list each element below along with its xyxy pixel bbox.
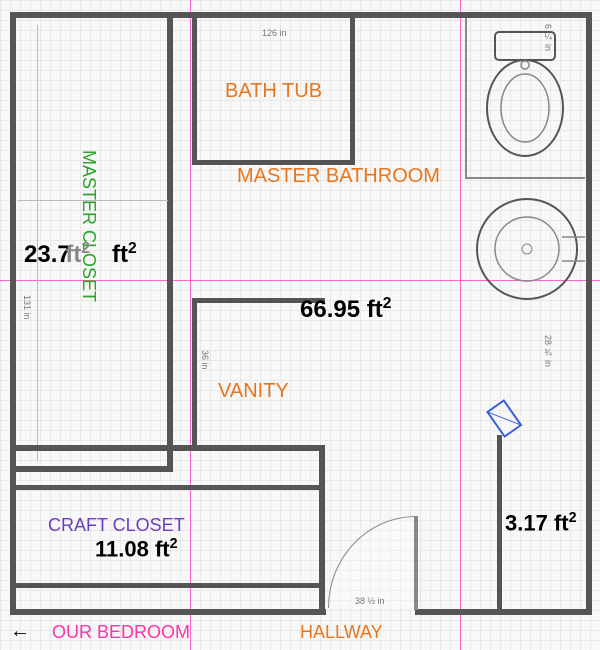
vanity-label: VANITY [218,380,289,403]
wall-tub-right [350,18,355,165]
closet-dim: 131 in [22,295,32,320]
master-closet-label: MASTER CLOSET [78,150,99,302]
bath-area-val: 66.95 [300,296,360,323]
vanity-dim: 36 in [200,350,210,370]
wall-closet-right [167,18,173,470]
craft-area-val: 11.08 [95,536,149,561]
guide-vertical-2 [460,0,461,650]
master-bath-area: 66.95 ft2 [300,295,391,324]
hall-area-val: 3.17 [505,510,548,535]
closet-area-rest: ft2 [65,241,90,268]
sink-partition-v [465,18,467,178]
wall-craft-bottom [16,583,320,588]
craft-closet-label: CRAFT CLOSET [48,515,185,536]
wall-craft-top [16,485,320,490]
wall-outer-bottom [10,609,326,615]
bathtub-label: BATH TUB [225,80,322,103]
wall-closet-bottom [16,466,173,472]
toilet-fixture [475,30,575,165]
arrow-left-icon: ← [10,620,30,643]
bath-dim-right: 28 ¾ in [543,335,553,367]
wall-hall-right [497,435,502,610]
closet-area-val: 23.7 [24,241,71,268]
wall-tub-left [192,18,197,165]
master-closet-area-dark: ft2 [112,240,137,269]
hallway-label: HALLWAY [300,622,383,643]
hall-small-area: 3.17 ft2 [505,510,577,536]
bedroom-label: OUR BEDROOM [52,622,190,643]
door-leaf [414,516,418,610]
bathtub-dim: 126 in [262,28,287,38]
hall-door-dim: 38 ½ in [355,596,385,606]
wall-outer-bottom-r [415,609,592,615]
craft-area: 11.08 ft2 [95,536,178,562]
wall-outer-right [586,12,592,615]
sink-partition [465,177,585,179]
wall-outer-top [10,12,592,18]
sink-fixture [470,192,585,307]
guide-vertical-1 [190,0,191,650]
door-small-icon [480,392,535,447]
bath-dim-top: 6 ¼ in [543,24,553,51]
wall-outer-left [10,12,16,615]
wall-vanity-bottom [16,445,325,451]
master-bath-label: MASTER BATHROOM [237,165,440,188]
master-closet-area: 23.7 ft2 [24,240,90,269]
wall-vanity-left [192,298,197,448]
